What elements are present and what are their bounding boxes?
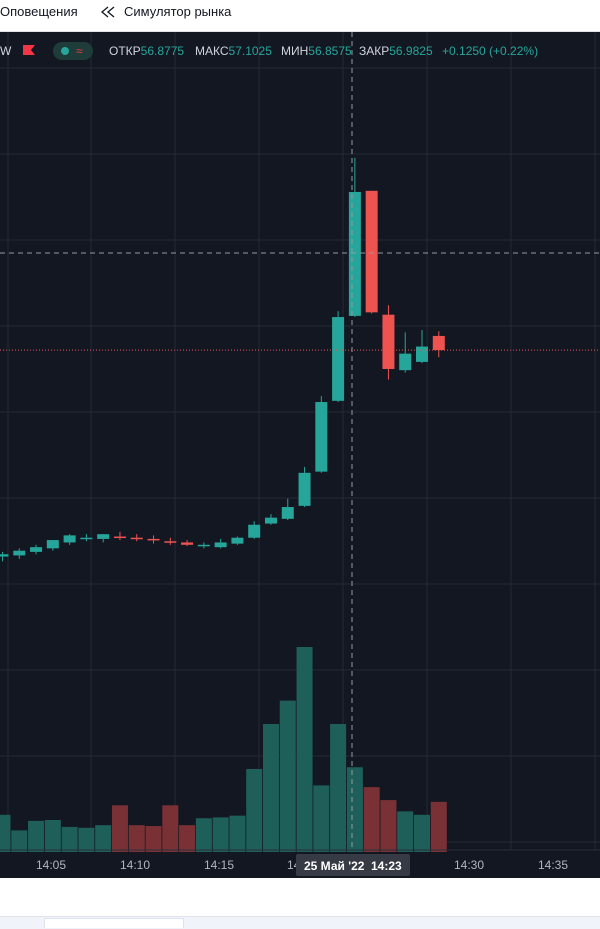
- high-value: 57.1025: [228, 44, 272, 58]
- flag-icon[interactable]: [22, 44, 36, 56]
- market-status-pill[interactable]: ≈: [53, 42, 93, 60]
- bottom-tab[interactable]: [44, 918, 184, 928]
- time-tick-label: 14:35: [538, 858, 568, 872]
- candle-body: [164, 541, 177, 543]
- candle-body: [432, 335, 445, 351]
- candle-body: [231, 537, 244, 544]
- volume-bar: [262, 723, 279, 852]
- candle-body: [365, 190, 378, 313]
- volume-bar: [397, 811, 414, 852]
- candle-body: [197, 544, 210, 547]
- volume-bar: [279, 700, 296, 852]
- time-tick-label: 14:30: [454, 858, 484, 872]
- candle-body: [63, 535, 76, 543]
- volume-bar: [61, 826, 78, 852]
- open-value: 56.8775: [140, 44, 185, 58]
- volume-bar: [162, 805, 179, 852]
- candle-body: [248, 524, 261, 538]
- bottom-panel: [0, 878, 600, 929]
- volume-bar: [78, 827, 95, 852]
- volume-bar: [128, 825, 145, 852]
- volume-bar: [363, 787, 380, 852]
- candle-body: [13, 550, 26, 556]
- candle-body: [30, 547, 43, 552]
- candle-body: [382, 314, 395, 369]
- alerts-label: Оповещения: [0, 4, 78, 19]
- crosshair-time-text: 14:23: [371, 859, 402, 873]
- candle-body: [399, 353, 412, 371]
- volume-bar: [145, 826, 162, 852]
- time-tick-label: 14:10: [120, 858, 150, 872]
- delay-wave-icon: ≈: [76, 44, 83, 58]
- candle-body: [315, 402, 328, 472]
- candle-body: [332, 317, 345, 401]
- close-label: ЗАКР: [359, 44, 390, 58]
- interval-suffix: W: [0, 44, 12, 58]
- candle-body: [298, 472, 311, 506]
- volume-bar: [330, 723, 347, 852]
- volume-bar: [296, 647, 313, 852]
- change-value: +0.1250 (+0.22%): [442, 44, 539, 58]
- volume-bar: [0, 814, 11, 852]
- candle-body: [130, 537, 143, 540]
- candle-body: [281, 507, 294, 519]
- open-label: ОТКР: [109, 44, 141, 58]
- volume-bar: [430, 801, 447, 852]
- candle-body: [113, 536, 126, 539]
- candle-body: [80, 537, 93, 540]
- rewind-icon: [100, 6, 115, 18]
- volume-bar: [195, 818, 212, 852]
- volume-bar: [44, 819, 61, 852]
- volume-bar: [179, 825, 196, 852]
- time-tick-label: 14:15: [204, 858, 234, 872]
- candle-body: [348, 191, 361, 316]
- close-value: 56.9825: [389, 44, 433, 58]
- low-label: МИН: [281, 44, 309, 58]
- candle-body: [264, 517, 277, 524]
- volume-bar: [414, 814, 430, 852]
- candle-body: [97, 534, 110, 539]
- time-tick-label: 14:05: [36, 858, 66, 872]
- alerts-button[interactable]: Оповещения: [0, 0, 78, 32]
- market-open-dot-icon: [61, 47, 69, 55]
- high-label: МАКС: [195, 44, 229, 58]
- volume-bar: [229, 815, 246, 852]
- crosshair-time-label: [296, 854, 410, 876]
- top-toolbar: Оповещения Симулятор рынка: [0, 0, 600, 32]
- market-replay-label: Симулятор рынка: [124, 4, 232, 19]
- candle-body: [147, 538, 160, 541]
- low-value: 56.8575: [308, 44, 352, 58]
- volume-bar: [346, 767, 363, 852]
- candle-body: [214, 542, 227, 548]
- volume-bar: [28, 820, 45, 852]
- price-chart[interactable]: 14:05 14:10 14:15 14:30 14:35 14 25 Май '22 14:…: [0, 32, 600, 878]
- volume-bar: [11, 830, 28, 852]
- candle-body: [181, 542, 194, 545]
- volume-bar: [111, 805, 128, 852]
- volume-bar: [313, 785, 330, 852]
- volume-bar: [246, 768, 263, 852]
- candle-body: [416, 346, 428, 362]
- volume-bar: [380, 800, 397, 852]
- candle-body: [46, 540, 59, 549]
- volume-bar: [95, 825, 112, 852]
- crosshair-date-text: 25 Май '22: [304, 859, 365, 873]
- volume-bar: [212, 817, 229, 852]
- candle-body: [0, 554, 9, 557]
